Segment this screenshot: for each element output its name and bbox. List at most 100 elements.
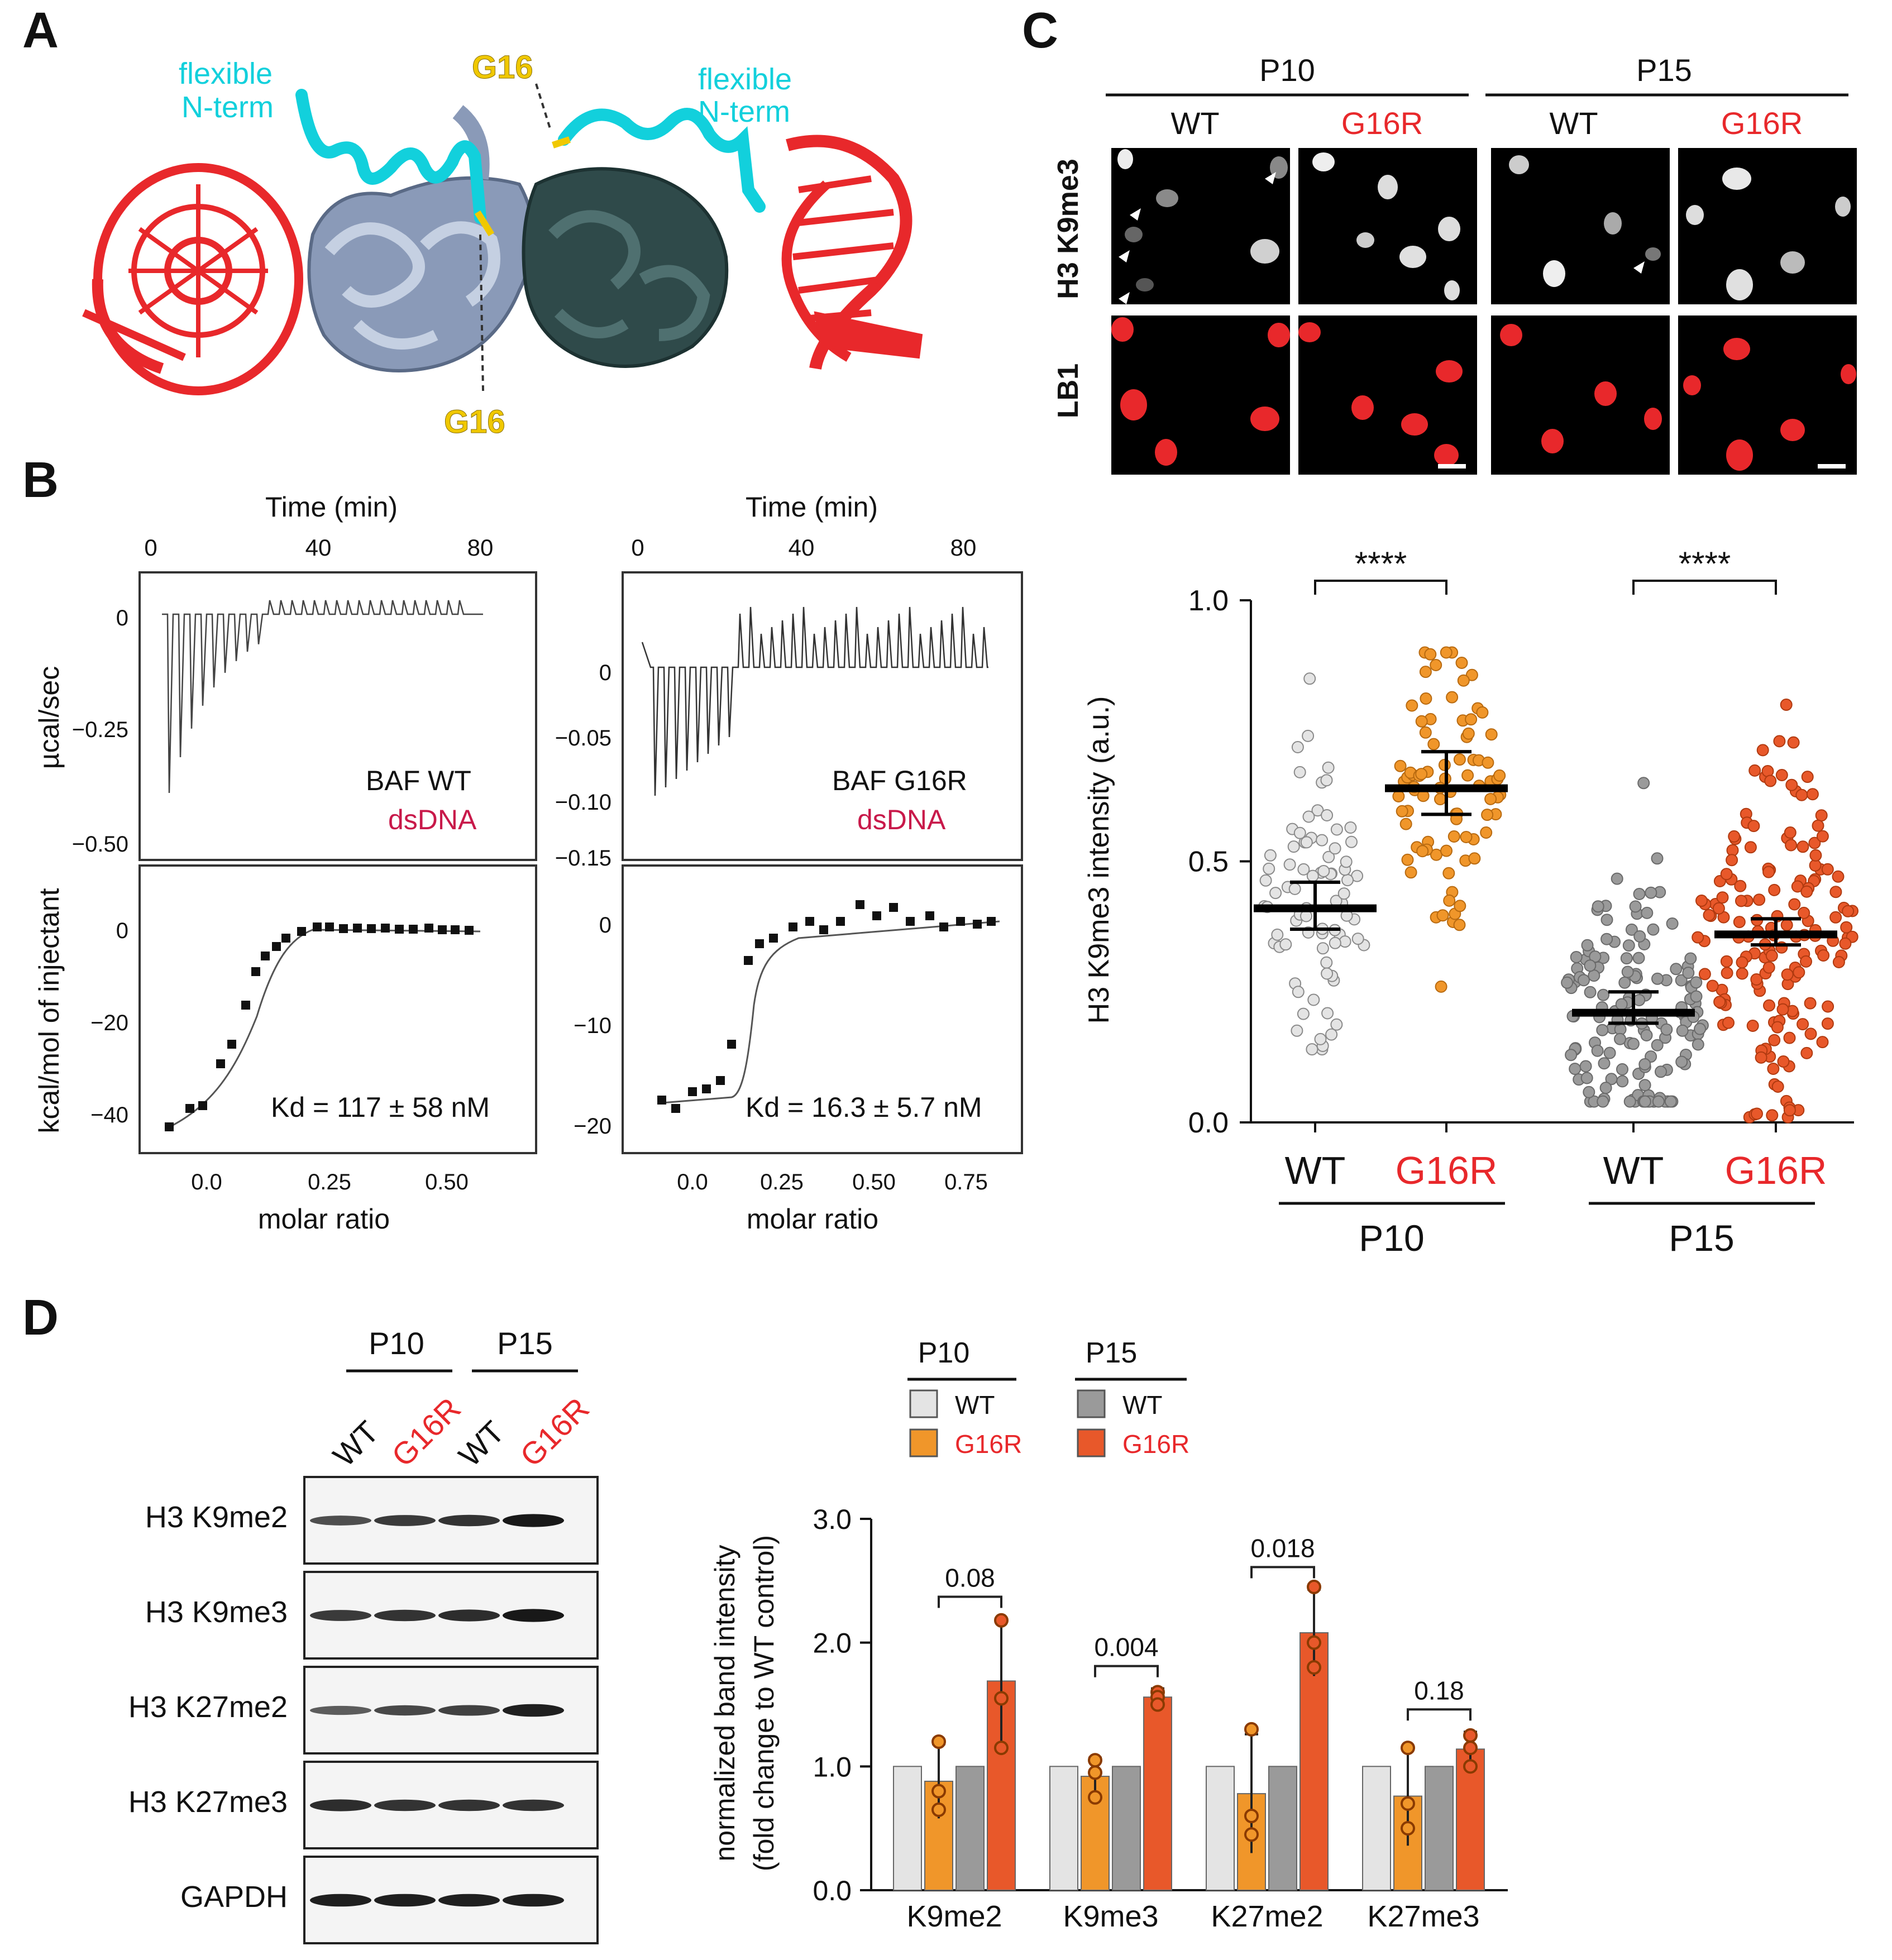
dotplot-point xyxy=(1293,766,1306,778)
dotplot-point xyxy=(1392,790,1405,802)
significance-bracket xyxy=(1632,580,1777,595)
itc-right-y2-tick: −20 xyxy=(574,1114,611,1139)
itc-right-x-tick: 0.50 xyxy=(852,1170,896,1194)
dotplot-point xyxy=(1765,949,1778,962)
dotplot-point xyxy=(1302,729,1315,742)
dotplot-point xyxy=(1801,771,1814,783)
dotplot-point xyxy=(1462,727,1475,740)
itc-data-point xyxy=(251,967,260,976)
dotplot-point xyxy=(1716,891,1729,904)
dotplot-y-tick-label: 0.5 xyxy=(1188,846,1229,878)
dotplot-point xyxy=(1484,792,1497,805)
dotplot-point xyxy=(1734,879,1747,892)
dotplot-point xyxy=(1578,974,1590,987)
dotplot-point xyxy=(1616,1075,1629,1088)
bar xyxy=(1425,1766,1454,1891)
dotplot-point xyxy=(1726,854,1738,867)
itc-left-protein: BAF WT xyxy=(366,765,471,796)
itc-left-ligand: dsDNA xyxy=(388,804,477,835)
dotplot-point xyxy=(1297,863,1310,876)
dotplot-point xyxy=(1465,668,1478,681)
blot-band xyxy=(310,1610,371,1621)
itc-left-time-label: Time (min) xyxy=(265,491,398,523)
dotplot-point xyxy=(1829,911,1842,924)
dotplot-point xyxy=(1804,997,1817,1010)
bar-data-point xyxy=(994,1613,1009,1628)
blot-band xyxy=(438,1514,500,1527)
itc-data-point xyxy=(836,917,845,926)
dotplot-point xyxy=(1809,849,1822,862)
itc-data-point xyxy=(872,911,881,920)
dotplot-point xyxy=(1306,1043,1318,1056)
micro-tile xyxy=(1678,148,1857,304)
dotplot-point xyxy=(1581,939,1594,952)
legend-label-g16r: G16R xyxy=(1122,1430,1189,1459)
bar-data-point xyxy=(1244,1827,1259,1842)
dotplot-point xyxy=(1288,882,1301,895)
pvalue-bracket xyxy=(1250,1566,1315,1579)
dotplot-point xyxy=(1698,968,1711,981)
dotplot-point xyxy=(1797,840,1809,853)
dotplot-point xyxy=(1804,1027,1817,1040)
dotplot-point xyxy=(1453,753,1466,766)
blot-p15-header: P15 xyxy=(497,1326,553,1361)
bar-data-point xyxy=(994,1691,1009,1706)
dotplot-point xyxy=(1763,999,1775,1012)
dotplot-point xyxy=(1330,1018,1343,1031)
dotplot-point xyxy=(1314,1032,1327,1045)
itc-data-point xyxy=(856,900,864,909)
pvalue-bracket xyxy=(1094,1665,1159,1677)
dotplot-point xyxy=(1321,967,1334,980)
dotplot-point xyxy=(1600,933,1613,945)
dotplot-point xyxy=(1690,976,1703,989)
dotplot-point xyxy=(1771,1021,1784,1034)
dotplot-x-label: WT xyxy=(1603,1149,1664,1192)
dotplot-group-label: P15 xyxy=(1669,1217,1734,1259)
dotplot-point xyxy=(1597,1095,1609,1108)
bar-data-point xyxy=(1088,1790,1102,1805)
micro-col-wt: WT xyxy=(1549,106,1598,141)
itc-data-point xyxy=(395,925,404,934)
dotplot-point xyxy=(1618,976,1631,989)
dotplot-point xyxy=(1415,715,1428,728)
dotplot-point xyxy=(1394,759,1407,772)
dotplot-point xyxy=(1815,809,1828,822)
itc-data-point xyxy=(671,1104,680,1113)
dotplot-y-tick-label: 0.0 xyxy=(1188,1107,1229,1139)
itc-data-point xyxy=(973,920,982,929)
legend-p15-header: P15 xyxy=(1086,1337,1138,1369)
dotplot-point xyxy=(1840,921,1853,934)
bar-y-tick-label: 3.0 xyxy=(813,1504,852,1535)
blot-p10-header: P10 xyxy=(369,1326,424,1361)
dotplot-point xyxy=(1720,955,1733,968)
dotplot-point xyxy=(1812,819,1824,832)
dotplot-point xyxy=(1330,823,1343,836)
dotplot-point xyxy=(1712,902,1725,915)
dotplot-point xyxy=(1670,963,1683,976)
panel-a: A xyxy=(22,3,923,441)
bar-x-label: K9me2 xyxy=(906,1900,1002,1933)
bar-data-point xyxy=(931,1802,946,1817)
itc-data-point xyxy=(805,917,814,926)
pvalue-bracket xyxy=(1407,1708,1471,1721)
dotplot-point xyxy=(1434,793,1446,806)
itc-data-point xyxy=(198,1101,207,1110)
dotplot-y-tick-label: 1.0 xyxy=(1188,585,1229,617)
dotplot-point xyxy=(1481,809,1494,821)
bar-data-point xyxy=(1244,1809,1259,1823)
legend-swatch-p10-wt xyxy=(909,1389,938,1418)
dotplot-point xyxy=(1440,844,1453,857)
itc-right-time-tick: 80 xyxy=(950,534,977,561)
micro-col-wt: WT xyxy=(1170,106,1219,141)
itc-data-point xyxy=(925,911,934,920)
g16-site-right xyxy=(552,136,571,149)
itc-data-point xyxy=(716,1076,725,1085)
dotplot-point xyxy=(1633,994,1646,1006)
dotplot-point xyxy=(1787,736,1800,749)
dotplot-point xyxy=(1416,845,1429,858)
dotplot-point xyxy=(1800,955,1812,968)
itc-data-point xyxy=(819,925,828,934)
dotplot-point xyxy=(1821,863,1834,876)
bar-data-point xyxy=(1307,1635,1321,1650)
dotplot-point xyxy=(1603,1046,1616,1059)
